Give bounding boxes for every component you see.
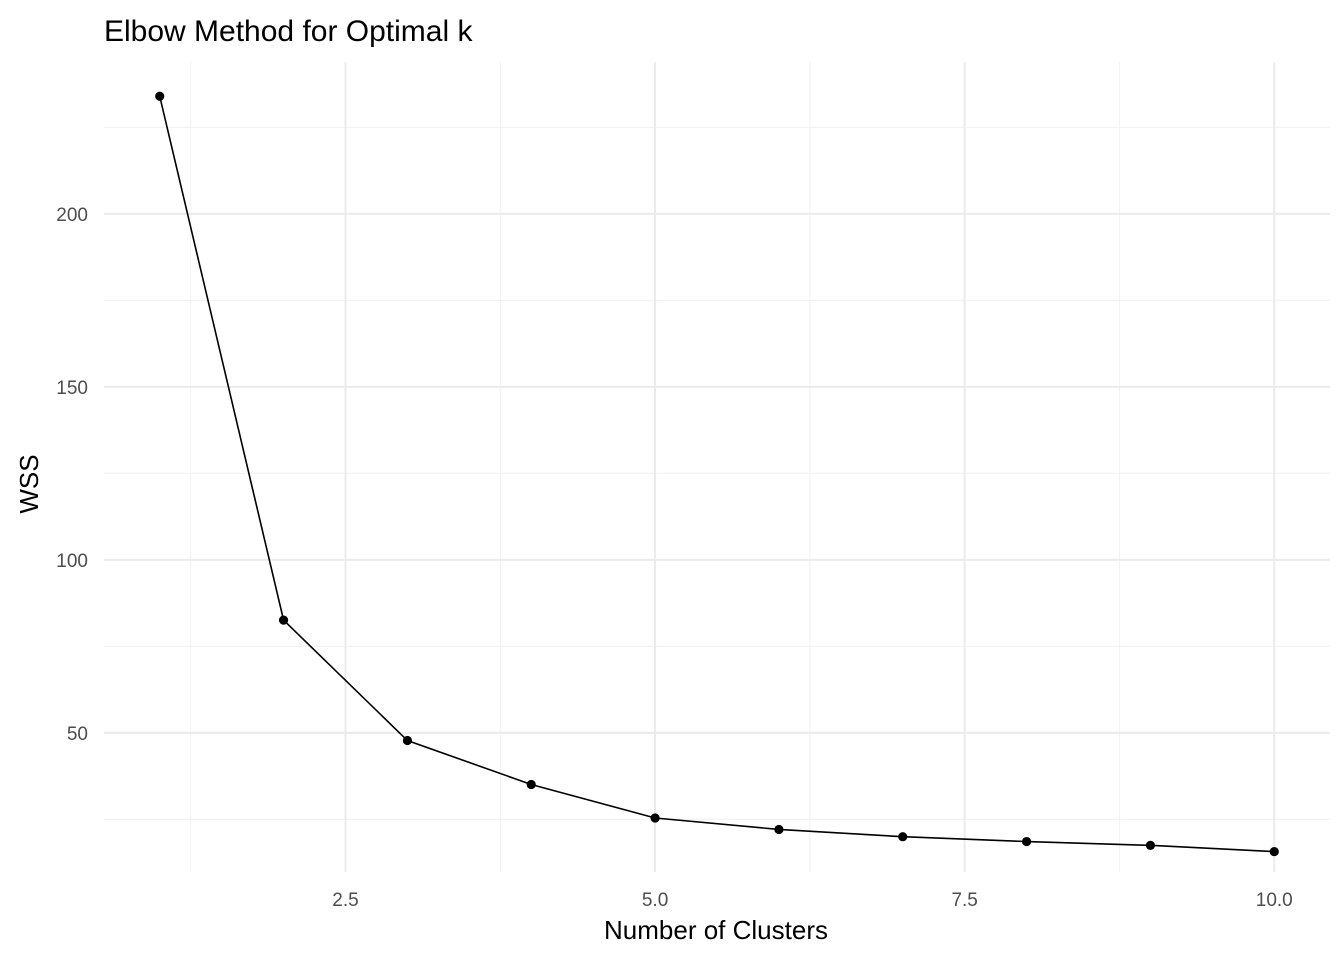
data-point — [1145, 840, 1156, 850]
data-point — [402, 735, 413, 746]
chart-title: Elbow Method for Optimal k — [104, 15, 473, 48]
y-tick-label: 150 — [56, 378, 88, 399]
data-points — [155, 91, 1279, 857]
data-point — [650, 813, 660, 823]
series-layer — [155, 91, 1279, 857]
x-axis-title: Number of Clusters — [604, 915, 828, 945]
data-point — [898, 832, 908, 842]
data-point — [774, 824, 784, 835]
grid — [104, 62, 1330, 872]
y-tick-label: 50 — [67, 724, 88, 745]
data-point — [1269, 846, 1279, 857]
wss-series-line — [158, 96, 1275, 853]
data-point — [278, 615, 289, 625]
y-axis-title: WSS — [14, 454, 44, 513]
x-tick-label: 7.5 — [951, 890, 977, 911]
x-axis-ticks: 2.5 5.0 7.5 10.0 — [332, 890, 1292, 911]
y-tick-label: 100 — [56, 551, 88, 572]
x-tick-label: 5.0 — [642, 890, 668, 911]
x-tick-label: 2.5 — [332, 890, 358, 911]
data-point — [526, 779, 536, 790]
data-point — [155, 91, 165, 101]
y-tick-label: 200 — [56, 205, 88, 226]
data-point — [1021, 836, 1032, 847]
x-tick-label: 10.0 — [1256, 890, 1293, 911]
y-axis-ticks: 50 100 150 200 — [56, 205, 88, 745]
